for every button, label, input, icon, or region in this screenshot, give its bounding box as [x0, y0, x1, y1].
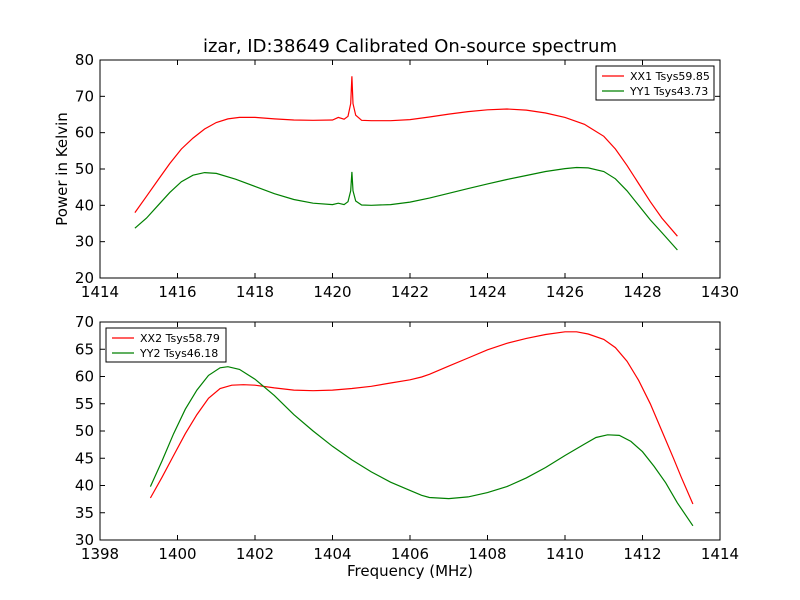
- y-tick-label: 45: [75, 449, 94, 467]
- x-tick-label: 1420: [313, 283, 351, 301]
- x-axis-label: Frequency (MHz): [347, 562, 473, 580]
- y-tick-label: 70: [75, 87, 94, 105]
- series-line-xx2: [149, 331, 694, 505]
- x-tick-label: 1400: [158, 545, 196, 563]
- bottom-panel: 1398 1400 1402 1404 1406 1408 1410 1412 1414 30 35…: [75, 313, 739, 580]
- y-tick-label: 30: [75, 531, 94, 549]
- y-tick-label: 60: [75, 124, 94, 142]
- y-tick-label: 50: [75, 422, 94, 440]
- x-tick-label: 1402: [236, 545, 274, 563]
- y-tick-label: 60: [75, 368, 94, 386]
- x-tick-label: 1404: [313, 545, 351, 563]
- x-tick-label: 1408: [468, 545, 506, 563]
- x-tick-label: 1414: [81, 283, 119, 301]
- y-tick-label: 80: [75, 51, 94, 69]
- x-tick-label: 1406: [391, 545, 429, 563]
- x-tick-label: 1398: [81, 545, 119, 563]
- legend-label: XX2 Tsys58.79: [140, 332, 220, 345]
- x-tick-label: 1414: [701, 545, 739, 563]
- y-tick-label: 50: [75, 160, 94, 178]
- x-tick-label: 1424: [468, 283, 506, 301]
- legend-label: XX1 Tsys59.85: [630, 70, 710, 83]
- x-tick-label: 1428: [623, 283, 661, 301]
- legend: XX1 Tsys59.85 YY1 Tsys43.73: [595, 65, 715, 101]
- legend-box: [105, 327, 227, 363]
- y-tick-label: 40: [75, 196, 94, 214]
- x-tick-label: 1416: [158, 283, 196, 301]
- y-tick-label: 30: [75, 233, 94, 251]
- y-tick-label: 35: [75, 504, 94, 522]
- x-tick-label: 1410: [546, 545, 584, 563]
- series-line-xx1: [134, 76, 678, 237]
- x-tick-label: 1430: [701, 283, 739, 301]
- y-tick-label: 20: [75, 269, 94, 287]
- legend: XX2 Tsys58.79 YY2 Tsys46.18: [105, 327, 227, 363]
- y-tick-label: 55: [75, 395, 94, 413]
- x-tick-label: 1422: [391, 283, 429, 301]
- legend-box: [595, 65, 715, 101]
- y-tick-label: 40: [75, 477, 94, 495]
- x-tick-label: 1426: [546, 283, 584, 301]
- x-tick-label: 1418: [236, 283, 274, 301]
- top-panel: 1414 1416 1418 1420 1422 1424 1426 1428 1430 20 30…: [53, 36, 739, 301]
- series-line-yy2: [149, 366, 694, 527]
- legend-label: YY1 Tsys43.73: [629, 85, 708, 98]
- x-tick-label: 1412: [623, 545, 661, 563]
- y-axis-label: Power in Kelvin: [53, 112, 71, 226]
- legend-label: YY2 Tsys46.18: [139, 347, 218, 360]
- y-tick-label: 65: [75, 340, 94, 358]
- chart-title: izar, ID:38649 Calibrated On-source spec…: [203, 36, 617, 57]
- y-tick-label: 70: [75, 313, 94, 331]
- series-line-yy1: [134, 166, 678, 251]
